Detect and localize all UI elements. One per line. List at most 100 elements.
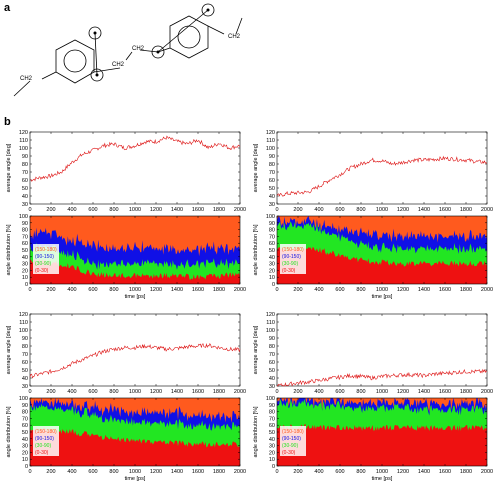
angle-dist-ytick-label: 90 (269, 403, 275, 409)
avg-angle-ytick-label: 80 (22, 162, 28, 168)
angle-dist-ytick-label: 0 (272, 282, 275, 288)
avg-angle-ytick-label: 70 (22, 352, 28, 358)
avg-angle-xtick-label: 200 (293, 207, 302, 213)
avg-angle-xtick-label: 1600 (192, 389, 204, 395)
angle-dist-ytick-label: 100 (19, 396, 28, 402)
legend-label: (150-180) (282, 429, 304, 435)
legend-label: (150-180) (282, 247, 304, 253)
highlight-atom-right-bottom (151, 45, 165, 59)
avg-angle-xtick-label: 1200 (397, 389, 409, 395)
angle-dist-xlabel: time [ps] (372, 294, 393, 300)
avg-angle-xtick-label: 200 (46, 389, 55, 395)
angle-dist-xtick-label: 200 (46, 287, 55, 293)
avg-angle-ytick-label: 100 (266, 146, 275, 152)
angle-dist-ytick-label: 80 (269, 228, 275, 234)
avg-angle-ytick-label: 70 (22, 170, 28, 176)
avg-angle-ytick-label: 120 (266, 130, 275, 136)
highlight-atom-right-top (201, 3, 215, 17)
avg-angle-xtick-label: 1400 (418, 389, 430, 395)
angle-dist-xtick-label: 2000 (481, 287, 493, 293)
angle-dist-ytick-label: 30 (22, 262, 28, 268)
avg-angle-xtick-label: 800 (109, 389, 118, 395)
avg-angle-xtick-label: 1400 (171, 207, 183, 213)
avg-angle-ytick-label: 60 (269, 178, 275, 184)
avg-angle-ytick-label: 120 (266, 312, 275, 318)
angle-dist-ytick-label: 100 (19, 214, 28, 220)
ch2-right-label: CH2 (228, 34, 241, 40)
angle-dist-ytick-label: 90 (22, 403, 28, 409)
legend-label: (30-90) (35, 261, 51, 267)
plot-group-top-right: 30 40 50 60 70 80 90 100 110 120 0 200 400 600 800 1000… (247, 124, 494, 306)
area-0-30 (277, 423, 487, 466)
avg-angle-xtick-label: 400 (67, 207, 76, 213)
angle-dist-ytick-label: 70 (22, 234, 28, 240)
avg-angle-xtick-label: 1800 (213, 389, 225, 395)
angle-dist-ytick-label: 60 (22, 241, 28, 247)
angle-dist-ytick-label: 60 (269, 423, 275, 429)
avg-angle-xtick-label: 600 (88, 207, 97, 213)
angle-dist-xtick-label: 1800 (460, 469, 472, 475)
angle-dist-xtick-label: 0 (275, 287, 278, 293)
angle-dist-ytick-label: 30 (22, 444, 28, 450)
avg-angle-ytick-label: 30 (22, 202, 28, 208)
angle-dist-xtick-label: 400 (67, 469, 76, 475)
angle-dist-xtick-label: 1400 (171, 287, 183, 293)
avg-angle-xtick-label: 1600 (439, 207, 451, 213)
angle-dist-xtick-label: 200 (293, 469, 302, 475)
avg-angle-line (29, 343, 241, 379)
legend-label: (150-180) (35, 429, 57, 435)
avg-angle-xtick-label: 600 (335, 389, 344, 395)
legend-label: (90-150) (35, 254, 54, 260)
angle-dist-ytick-label: 70 (269, 416, 275, 422)
avg-angle-xtick-label: 1200 (150, 207, 162, 213)
angle-dist-ytick-label: 0 (272, 464, 275, 470)
angle-dist-xtick-label: 1800 (213, 469, 225, 475)
ch2-bridge-bottom-label: CH2 (112, 62, 125, 68)
angle-dist-xtick-label: 1000 (129, 287, 141, 293)
avg-angle-ytick-label: 30 (269, 202, 275, 208)
angle-dist-xtick-label: 400 (314, 287, 323, 293)
avg-angle-ytick-label: 40 (269, 194, 275, 200)
legend-box (33, 426, 59, 456)
avg-angle-ytick-label: 40 (22, 376, 28, 382)
avg-angle-xtick-label: 1000 (376, 389, 388, 395)
plot-group-bottom-right: 30 40 50 60 70 80 90 100 110 120 0 200 400 600 800 1000… (247, 306, 494, 486)
angle-dist-xtick-label: 200 (46, 469, 55, 475)
angle-dist-xtick-label: 1600 (439, 287, 451, 293)
avg-angle-ytick-label: 40 (22, 194, 28, 200)
plot-group-top-left: 30 40 50 60 70 80 90 100 110 120 0 200 400 600 800 1000… (0, 124, 247, 306)
angle-dist-xtick-label: 800 (109, 287, 118, 293)
panel-b-label: b (4, 116, 11, 128)
area-0-30 (30, 258, 240, 284)
angle-dist-xtick-label: 800 (109, 469, 118, 475)
legend-label: (30-90) (35, 443, 51, 449)
avg-angle-ytick-label: 80 (269, 162, 275, 168)
angle-dist-xtick-label: 1400 (418, 287, 430, 293)
avg-angle-ylabel: average angle [deg] (253, 325, 259, 374)
angle-dist-ytick-label: 40 (269, 255, 275, 261)
angle-dist-xtick-label: 1400 (171, 469, 183, 475)
avg-angle-xtick-label: 400 (67, 389, 76, 395)
angle-dist-xlabel: time [ps] (125, 294, 146, 300)
legend-label: (0-30) (35, 268, 49, 274)
angle-dist-ytick-label: 60 (269, 241, 275, 247)
left-aromatic-circle (63, 49, 87, 73)
avg-angle-ytick-label: 120 (19, 312, 28, 318)
angle-dist-ytick-label: 80 (22, 228, 28, 234)
avg-angle-xtick-label: 0 (28, 389, 31, 395)
avg-angle-xtick-label: 1600 (439, 389, 451, 395)
angle-dist-xtick-label: 1200 (150, 469, 162, 475)
avg-angle-ytick-label: 80 (22, 344, 28, 350)
legend-label: (30-90) (282, 261, 298, 267)
avg-angle-ylabel: average angle [deg] (6, 325, 12, 374)
stacked-area-group (30, 216, 240, 284)
avg-angle-ytick-label: 90 (22, 154, 28, 160)
avg-angle-xtick-label: 1200 (397, 207, 409, 213)
avg-angle-ytick-label: 90 (269, 336, 275, 342)
legend-label: (30-90) (282, 443, 298, 449)
area-0-30 (277, 246, 487, 284)
avg-angle-ytick-label: 50 (269, 368, 275, 374)
avg-angle-ytick-label: 60 (269, 360, 275, 366)
angle-dist-xtick-label: 600 (335, 469, 344, 475)
angle-dist-ytick-label: 30 (269, 444, 275, 450)
